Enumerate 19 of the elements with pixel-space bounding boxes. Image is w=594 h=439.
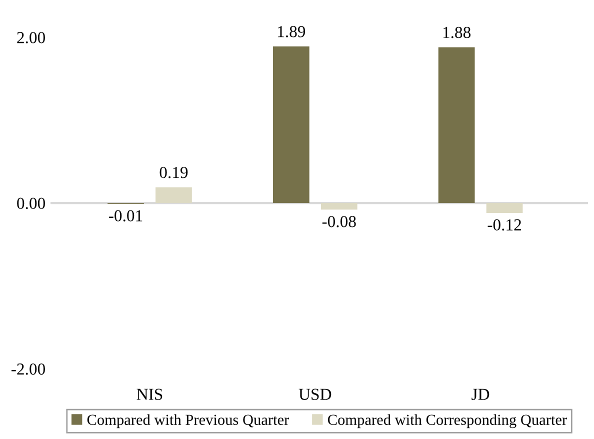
data-label: -0.12 [488, 219, 521, 231]
legend-label: Compared with Corresponding Quarter [328, 414, 567, 428]
data-label: -0.08 [322, 216, 356, 228]
bar [320, 203, 358, 210]
y-tick-label: 0.00 [17, 198, 45, 210]
bar [272, 46, 310, 204]
x-tick-label: JD [472, 388, 490, 400]
data-label: 1.89 [278, 26, 306, 38]
bar [438, 47, 475, 204]
data-label: -0.01 [109, 210, 142, 222]
y-tick-label: 2.00 [17, 32, 45, 44]
bar [486, 203, 523, 213]
legend-label: Compared with Previous Quarter [87, 414, 290, 428]
x-tick-label: USD [298, 388, 332, 400]
data-label: 1.88 [443, 26, 471, 38]
bar [156, 187, 192, 204]
x-tick-label: NIS [136, 388, 162, 400]
y-tick-label: -2.00 [12, 363, 45, 375]
data-label: 0.19 [160, 166, 188, 178]
